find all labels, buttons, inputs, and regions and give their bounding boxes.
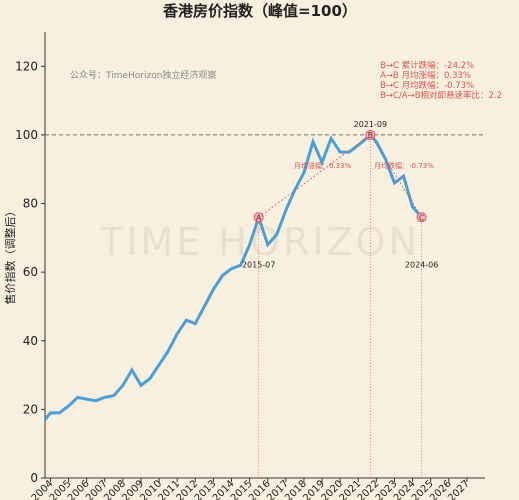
summary-line: B→C 累计跌幅：-24.2% xyxy=(380,60,474,71)
watermark: TIME HORIZON xyxy=(99,220,420,264)
y-axis-label: 售价指数（调整后） xyxy=(3,206,17,305)
point-date: 2024-06 xyxy=(405,260,438,269)
chart-title: 香港房价指数（峰值=100） xyxy=(163,2,357,20)
trend-line xyxy=(258,134,371,218)
trend-note: 月均涨幅：0.33% xyxy=(294,161,352,170)
y-tick-label: 120 xyxy=(15,59,38,73)
y-tick-label: 20 xyxy=(23,402,38,416)
point-date: 2015-07 xyxy=(242,260,275,269)
y-tick-label: 80 xyxy=(23,197,38,211)
summary-line: B→C 月均跌幅：-0.73% xyxy=(380,80,474,91)
point-marker xyxy=(416,212,427,223)
y-tick-label: 0 xyxy=(30,471,38,485)
trend-line xyxy=(370,134,422,218)
point-label: C xyxy=(419,213,425,222)
credit: 公众号：TimeHorizon独立经济观察 xyxy=(70,69,216,81)
summary-line: B→C/A→B相对卸悬速率比：2.2 xyxy=(380,90,502,101)
point-label: B xyxy=(368,131,374,140)
y-tick-label: 60 xyxy=(23,265,38,279)
point-label: A xyxy=(256,213,262,222)
y-tick-label: 100 xyxy=(15,128,38,142)
point-marker xyxy=(253,212,264,223)
y-tick-label: 40 xyxy=(23,334,38,348)
trend-note: 月均跌幅：-0.73% xyxy=(374,161,434,170)
summary-line: A→B 月均涨幅：0.33% xyxy=(380,70,471,81)
point-date: 2021-09 xyxy=(354,120,387,129)
point-marker xyxy=(365,129,376,140)
price-line xyxy=(43,132,423,421)
